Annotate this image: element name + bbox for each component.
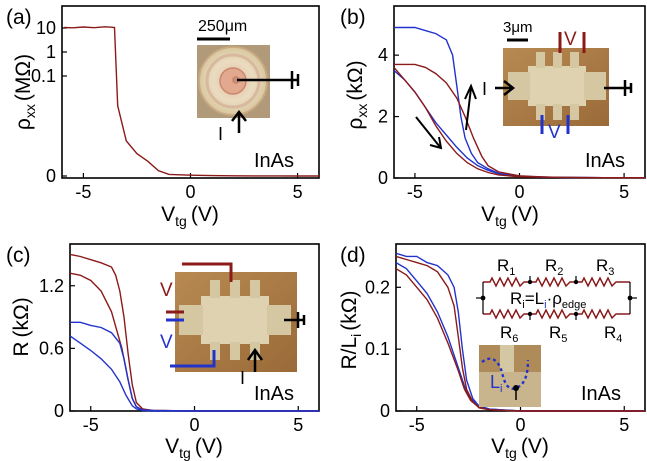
edge-path-line <box>481 357 530 390</box>
resistor-label-3: R3 <box>596 256 614 278</box>
panel-a-inset: 250μm I <box>197 18 300 144</box>
panel-b-inset: 3μm V V I <box>482 19 633 143</box>
resistor-label-6: R6 <box>500 323 518 345</box>
panel-b: (b) 0 2 4 -5 0 5 ρxx(kΩ) Vtg (V) 3μm V <box>340 5 646 229</box>
x-tick-label: 0 <box>515 415 525 435</box>
y-tick-label: 2 <box>378 107 388 127</box>
y-tick-label: 0 <box>380 401 390 421</box>
series-line-4 <box>393 66 645 179</box>
current-arrow-icon <box>495 80 516 96</box>
resistor-label-5: R5 <box>549 323 567 345</box>
scale-bar-label: 3μm <box>503 19 532 36</box>
panel-a-label: (a) <box>6 6 32 29</box>
resistor-chain-bottom <box>483 308 630 320</box>
panel-d-xlabel: Vtg (V) <box>491 435 549 461</box>
panel-a-ylabel: ρxx(MΩ) <box>12 54 38 130</box>
panel-c-inset: V V I <box>160 262 306 388</box>
voltage-label-blue: V <box>548 122 561 143</box>
current-label: I <box>218 124 223 144</box>
x-tick-label: -5 <box>75 182 91 202</box>
panel-c-series <box>69 253 319 412</box>
current-label: I <box>482 79 487 99</box>
panel-d-resistor-network: R1 R2 R3 R4 R5 R6 Ri=Li·ρedge <box>476 256 637 345</box>
x-tick-label: 5 <box>619 415 629 435</box>
panel-c-sample: InAs <box>254 383 294 405</box>
y-tick-label: 0.2 <box>365 277 390 297</box>
voltage-label-red: V <box>564 29 577 50</box>
y-tick-label: 0 <box>46 166 56 186</box>
panel-c-yaxis: 0 0.6 1.2 <box>39 276 75 421</box>
x-tick-label: -5 <box>407 182 423 202</box>
y-tick-label: 10 <box>36 18 56 38</box>
panel-d-label: (d) <box>340 244 366 267</box>
panel-b-sample: InAs <box>585 150 625 172</box>
current-arrow-icon <box>246 347 264 372</box>
x-tick-label: -5 <box>409 415 425 435</box>
voltage-label-blue: V <box>160 332 173 353</box>
panel-c-xaxis: -5 0 5 <box>83 406 303 435</box>
edge-formula: Ri=Li·ρedge <box>510 289 586 311</box>
y-tick-label: 1 <box>46 42 56 62</box>
x-tick-label: 0 <box>189 415 199 435</box>
panel-d-ylabel: R/Li(kΩ) <box>338 291 364 370</box>
sweep-up-arrow-icon <box>464 83 477 131</box>
x-tick-label: 0 <box>185 182 195 202</box>
panel-b-xlabel: Vtg (V) <box>481 203 539 229</box>
series-line-1 <box>64 26 319 177</box>
current-arrow-icon <box>231 109 247 133</box>
series-line-4 <box>395 268 645 412</box>
x-tick-label: -5 <box>83 415 99 435</box>
panel-a-xlabel: Vtg (V) <box>161 203 219 229</box>
panel-c: (c) 0 0.6 1.2 -5 0 5 R(kΩ) Vtg (V) V V I <box>6 243 320 461</box>
panel-b-ylabel: ρxx(kΩ) <box>344 60 370 129</box>
panel-c-label: (c) <box>6 244 31 267</box>
series-line-4 <box>69 335 319 412</box>
x-tick-label: 5 <box>293 415 303 435</box>
panel-d-yaxis: 0 0.1 0.2 <box>365 277 401 421</box>
y-tick-label: 1.2 <box>39 276 64 296</box>
x-tick-label: 5 <box>619 182 629 202</box>
panel-a-yaxis: 0 0.1 1 10 <box>31 18 67 186</box>
sweep-down-arrow-icon <box>415 116 443 150</box>
scale-bar-label: 250μm <box>198 18 247 35</box>
panel-c-xlabel: Vtg (V) <box>165 435 223 461</box>
resistor-label-1: R1 <box>497 256 515 278</box>
y-tick-label: 0 <box>378 168 388 188</box>
resistor-label-2: R2 <box>545 256 563 278</box>
panel-d-sample: InAs <box>581 383 621 405</box>
resistor-label-4: R4 <box>604 323 622 345</box>
panel-d-inset-photo: Li <box>479 345 541 407</box>
resistor-chain-top <box>483 276 630 288</box>
y-tick-label: 0 <box>54 401 64 421</box>
x-tick-label: 0 <box>514 182 524 202</box>
panel-b-label: (b) <box>340 6 366 29</box>
y-tick-label: 4 <box>378 45 388 65</box>
panel-d: (d) 0 0.1 0.2 -5 0 5 R/Li(kΩ) Vtg (V) R1 <box>338 243 646 461</box>
panel-b-yaxis: 0 2 4 <box>378 45 399 188</box>
panel-d-series <box>395 252 645 412</box>
panel-b-series <box>393 26 645 179</box>
panel-d-xaxis: -5 0 5 <box>409 406 629 435</box>
edge-length-label: Li <box>490 372 502 395</box>
y-tick-label: 0.1 <box>365 339 390 359</box>
x-tick-label: 5 <box>293 182 303 202</box>
panel-a-sample: InAs <box>254 150 294 172</box>
current-label: I <box>240 368 245 388</box>
y-tick-label: 0.1 <box>31 66 56 86</box>
y-tick-label: 0.6 <box>39 338 64 358</box>
panel-a-series <box>64 26 319 177</box>
voltage-label-red: V <box>160 280 173 301</box>
panel-c-ylabel: R(kΩ) <box>10 297 33 356</box>
